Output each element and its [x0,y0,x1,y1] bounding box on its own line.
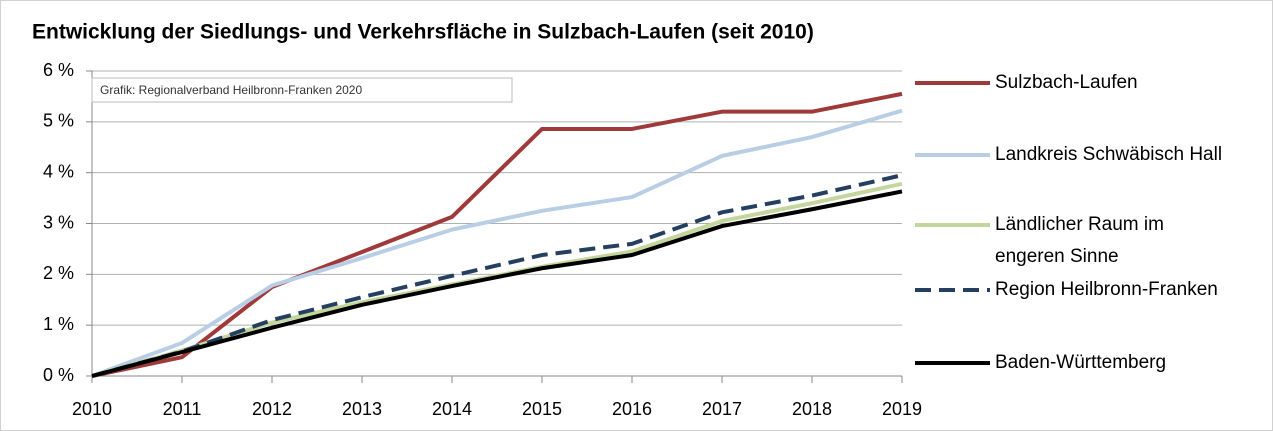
y-tick-label: 3 % [43,212,74,232]
x-tick-label: 2010 [72,399,112,419]
x-tick-label: 2014 [432,399,472,419]
legend-label: Sulzbach-Laufen [995,72,1138,93]
annotation-box [91,77,513,103]
x-tick-label: 2019 [882,399,922,419]
x-tick-label: 2011 [163,399,202,419]
y-tick-label: 6 % [43,60,74,80]
annotation: Grafik: Regionalverband Heilbronn-Franke… [100,83,362,97]
legend-label: Ländlicher Raum im engeren Sinne [995,214,1164,267]
legend-label: Baden-Württemberg [995,352,1167,373]
legend-label: Region Heilbronn-Franken [995,279,1218,300]
y-tick-label: 5 % [43,111,74,131]
y-tick-label: 2 % [43,263,74,283]
x-tick-label: 2016 [612,399,652,419]
x-tick-label: 2017 [702,399,742,419]
x-tick-label: 2018 [792,399,832,419]
y-tick-label: 1 % [43,314,74,334]
x-tick-label: 2015 [522,399,562,419]
legend-label: Landkreis Schwäbisch Hall [995,144,1223,165]
series-line [91,189,903,378]
chart-title: Entwicklung der Siedlungs- und Verkehrsf… [32,21,814,44]
x-tick-label: 2012 [252,399,292,419]
series-line [91,108,903,378]
series-line [91,173,903,378]
x-tick-label: 2013 [342,399,382,419]
y-tick-label: 0 % [43,365,74,385]
y-tick-label: 4 % [43,161,74,181]
series-line [91,91,903,378]
